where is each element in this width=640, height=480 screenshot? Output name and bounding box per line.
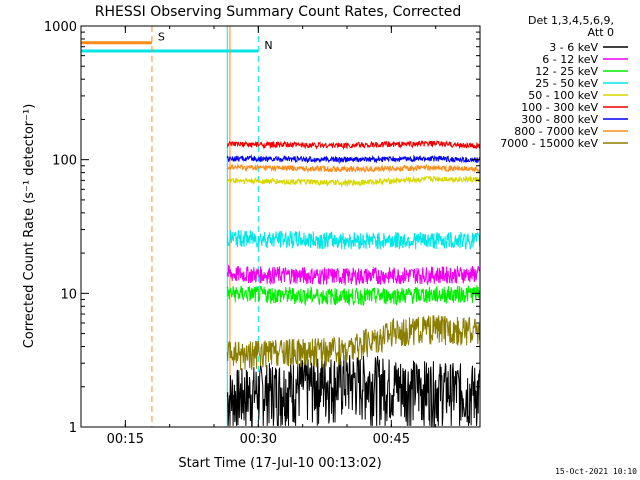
series-line xyxy=(226,162,480,174)
y-tick-label: 1 xyxy=(69,421,77,436)
series-line xyxy=(226,229,480,251)
chart-title: RHESSI Observing Summary Count Rates, Co… xyxy=(95,4,461,20)
legend-label: 6 - 12 keV xyxy=(542,53,598,66)
legend-label: 300 - 800 keV xyxy=(521,113,598,126)
footer-date: 15-Oct-2021 10:10 xyxy=(555,467,637,476)
legend-label: 3 - 6 keV xyxy=(549,41,598,54)
x-tick-label: 00:30 xyxy=(240,432,277,447)
y-tick-label: 100 xyxy=(52,154,77,169)
legend-label: 7000 - 15000 keV xyxy=(500,137,598,150)
y-tick-label: 1000 xyxy=(44,20,77,35)
legend-label: 100 - 300 keV xyxy=(521,101,598,114)
y-axis-label: Corrected Count Rate (s⁻¹ detector⁻¹) xyxy=(22,104,37,349)
x-axis: 00:15 00:30 00:45 xyxy=(80,26,481,447)
y-tick-label: 10 xyxy=(60,287,77,302)
legend-label: 12 - 25 keV xyxy=(535,65,598,78)
x-tick-label: 00:15 xyxy=(107,432,144,447)
series-line xyxy=(226,154,480,165)
y-axis: 1 10 100 1000 xyxy=(44,20,480,436)
series-line xyxy=(226,263,480,286)
legend-label: 800 - 7000 keV xyxy=(514,125,598,138)
plot-frame xyxy=(80,25,481,428)
legend-label: 25 - 50 keV xyxy=(535,77,598,90)
legend-header: Det 1,3,4,5,6,9, xyxy=(528,14,614,27)
legend-header: Att 0 xyxy=(588,26,614,39)
flag-annotation: N xyxy=(264,39,272,52)
series-line xyxy=(226,285,480,307)
x-tick-label: 00:45 xyxy=(373,432,410,447)
series-line xyxy=(226,315,480,371)
series-line xyxy=(226,174,480,188)
legend-label: 50 - 100 keV xyxy=(528,89,598,102)
plot-inner: SN xyxy=(81,26,480,427)
flag-annotation: S xyxy=(158,31,165,44)
plot-area: SN xyxy=(81,26,480,427)
series-line xyxy=(226,139,480,151)
x-axis-label: Start Time (17-Jul-10 00:13:02) xyxy=(178,456,381,471)
